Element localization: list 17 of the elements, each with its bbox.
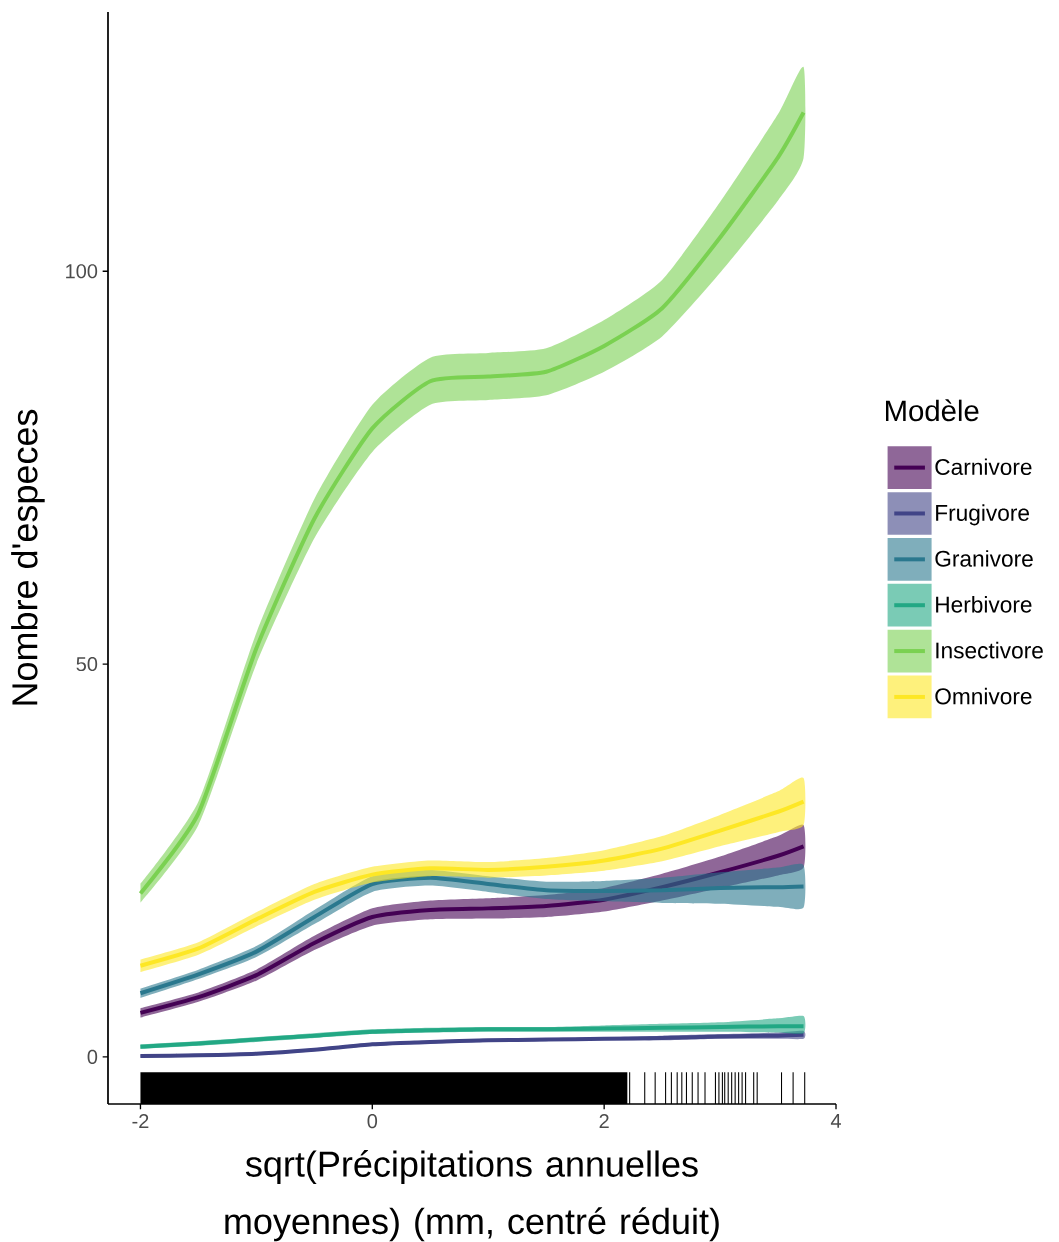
y-tick-label: 0 — [87, 1049, 98, 1064]
x-axis-title: sqrt(Précipitations annuelles moyennes) (mm, centré réduit) — [225, 1150, 719, 1242]
legend-label: Insectivore — [936, 641, 1043, 659]
line-series — [138, 1024, 806, 1049]
legend-label: Herbivore — [936, 596, 1032, 613]
legend-label: Omnivore — [935, 687, 1032, 705]
y-tick-label: 100 — [66, 264, 98, 279]
legend-title: Modèle — [886, 399, 979, 422]
x-tick-label: 0 — [367, 1114, 378, 1129]
legend-label: Granivore — [935, 550, 1033, 567]
legend-label: Carnivore — [935, 458, 1032, 476]
legend-label: Frugivore — [936, 504, 1029, 526]
x-tick-label: -2 — [132, 1114, 149, 1128]
y-axis-title: Nombre d'especes — [11, 409, 45, 705]
x-tick-label: 2 — [599, 1114, 609, 1128]
x-tick-label: 4 — [830, 1114, 841, 1128]
y-tick-label: 50 — [76, 656, 98, 672]
